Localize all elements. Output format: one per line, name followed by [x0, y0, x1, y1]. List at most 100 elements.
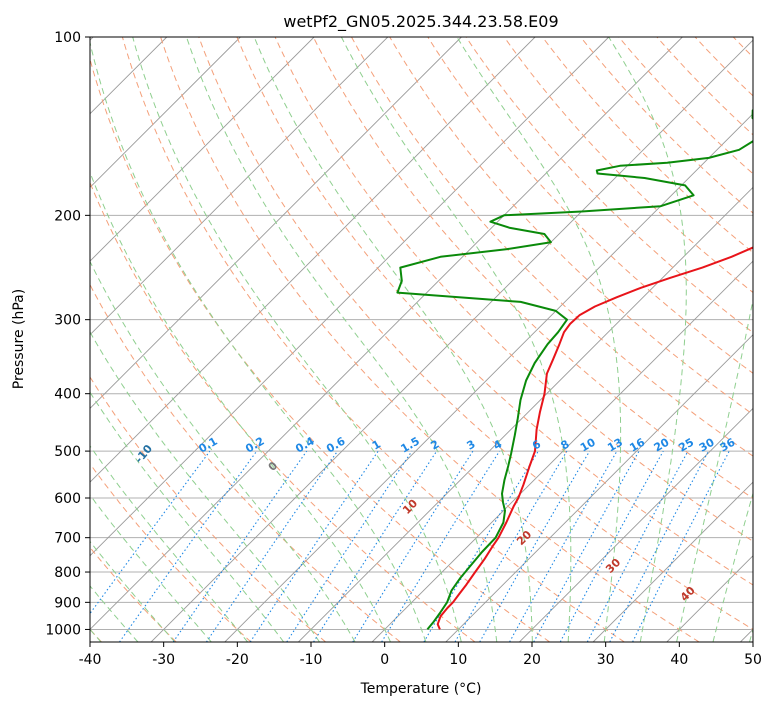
mixing-ratio-line	[509, 450, 618, 642]
y-tick-label: 300	[54, 313, 81, 329]
isotherm-line	[224, 113, 753, 642]
mixing-ratio-line	[381, 450, 500, 642]
mixing-ratio-line	[559, 450, 664, 642]
mixing-ratio-label: 10	[578, 435, 598, 454]
x-tick-label: 20	[523, 652, 541, 668]
moist-adiabat-line	[132, 37, 462, 642]
mixing-ratio-line	[632, 450, 730, 642]
dry-adiabat-line	[694, 37, 753, 97]
x-tick-label: -40	[79, 652, 102, 668]
mixing-ratio-label: 3	[465, 438, 478, 453]
dry-adiabat-line	[160, 37, 700, 642]
moist-adiabat-line	[90, 494, 212, 642]
mixing-ratio-line	[205, 450, 338, 642]
dry-adiabat-line	[772, 37, 775, 642]
y-tick-label: 700	[54, 531, 81, 547]
moist-adiabat-label: 40	[678, 584, 698, 604]
mixing-ratio-line	[172, 450, 308, 642]
isotherm-line	[592, 481, 753, 642]
dry-adiabat-line	[90, 57, 550, 642]
series-layer	[396, 109, 753, 631]
dry-adiabat-line	[236, 37, 753, 586]
moist-adiabat-line	[253, 37, 533, 642]
isotherm-line	[90, 37, 462, 410]
moist-adiabat-line	[90, 40, 427, 642]
mixing-ratio-line	[533, 450, 640, 642]
y-tick-label: 200	[54, 208, 81, 224]
isotherm-line	[90, 37, 683, 631]
x-axis-ticks: -40 -30 -20 -10 0 10 20 30 40 50	[79, 642, 762, 668]
y-tick-label: 900	[54, 595, 81, 611]
dry-adiabat-label: -20	[48, 406, 71, 430]
y-tick-label: 400	[54, 387, 81, 403]
dry-adiabat-line	[274, 37, 753, 542]
moist-adiabat-line	[456, 37, 622, 642]
isotherm-line	[90, 37, 610, 557]
y-axis-ticks: 100 200 300 400 500 600 700 800 900 1000	[45, 30, 90, 638]
dry-adiabat-line	[90, 376, 326, 642]
y-axis-label: Pressure (hPa)	[11, 289, 27, 389]
isopleth-labels: 0.10.20.40.611.52346810131620253036-100-…	[48, 406, 737, 604]
isotherm-line	[666, 555, 753, 642]
temperature-line	[436, 246, 753, 630]
x-tick-label: -30	[152, 652, 175, 668]
mixing-ratio-label: 0.6	[324, 434, 348, 455]
dewpoint-line	[396, 109, 753, 631]
mixing-ratio-label: 20	[652, 435, 672, 454]
moist-adiabat-line	[676, 296, 753, 642]
mixing-ratio-label: 30	[697, 435, 717, 454]
moist-adiabat-line	[90, 445, 248, 642]
mixing-ratio-label: 1	[370, 438, 383, 453]
dry-adiabat-line	[198, 37, 753, 630]
mixing-ratio-label: 0.1	[196, 435, 219, 456]
y-tick-label: 500	[54, 444, 81, 460]
x-tick-label: 40	[670, 652, 688, 668]
x-axis-label: Temperature (°C)	[360, 681, 482, 697]
dry-adiabat-line	[90, 283, 401, 642]
isotherm-line	[371, 260, 753, 642]
dry-adiabat-line	[121, 37, 625, 642]
mixing-ratio-label: 8	[559, 438, 572, 453]
dry-adiabat-line	[542, 37, 753, 254]
moist-adiabat-label: 20	[514, 528, 534, 548]
x-tick-label: -10	[300, 652, 323, 668]
dry-adiabat-line	[351, 37, 753, 457]
moist-adiabat-line	[712, 491, 753, 642]
dry-adiabat-line	[465, 37, 753, 334]
dry-adiabat-line	[503, 37, 753, 294]
mixing-ratio-line	[249, 450, 379, 642]
mixing-ratio-line	[119, 450, 258, 642]
mixing-ratio-label: 6	[530, 437, 543, 452]
isotherm-line	[150, 39, 753, 642]
moist-adiabat-line	[186, 37, 498, 642]
y-tick-label: 1000	[45, 622, 81, 638]
isotherm-line	[90, 37, 241, 189]
moist-adiabat-line	[90, 330, 320, 642]
moist-adiabat-line	[340, 37, 572, 642]
mixing-ratio-line	[286, 450, 413, 642]
dry-adiabat-line	[90, 181, 476, 642]
isotherm-line	[90, 37, 389, 336]
mixing-ratio-line	[90, 450, 211, 615]
moist-adiabat-line	[90, 171, 391, 642]
x-tick-label: 0	[380, 652, 389, 668]
moist-adiabat-line	[90, 260, 356, 642]
moist-adiabat-label: 10	[400, 497, 420, 517]
isotherm-line	[90, 37, 536, 483]
mixing-ratio-line	[352, 450, 474, 642]
mixing-ratio-label: 1.5	[398, 435, 421, 456]
moist-adiabat-line	[90, 391, 285, 642]
isotherm-line	[519, 407, 753, 642]
mixing-ratio-label: 16	[627, 435, 647, 454]
y-tick-label: 800	[54, 565, 81, 581]
grid-layer	[90, 37, 775, 642]
mixing-ratio-line	[313, 450, 438, 642]
mixing-ratio-line	[586, 450, 689, 642]
moist-adiabat-line	[90, 540, 176, 642]
y-tick-label: 100	[54, 30, 81, 46]
isotherm-line	[445, 334, 753, 642]
moist-adiabat-label: 30	[603, 556, 623, 576]
mixing-ratio-label: 25	[676, 436, 696, 455]
chart-title: wetPf2_GN05.2025.344.23.58.E09	[283, 12, 558, 32]
